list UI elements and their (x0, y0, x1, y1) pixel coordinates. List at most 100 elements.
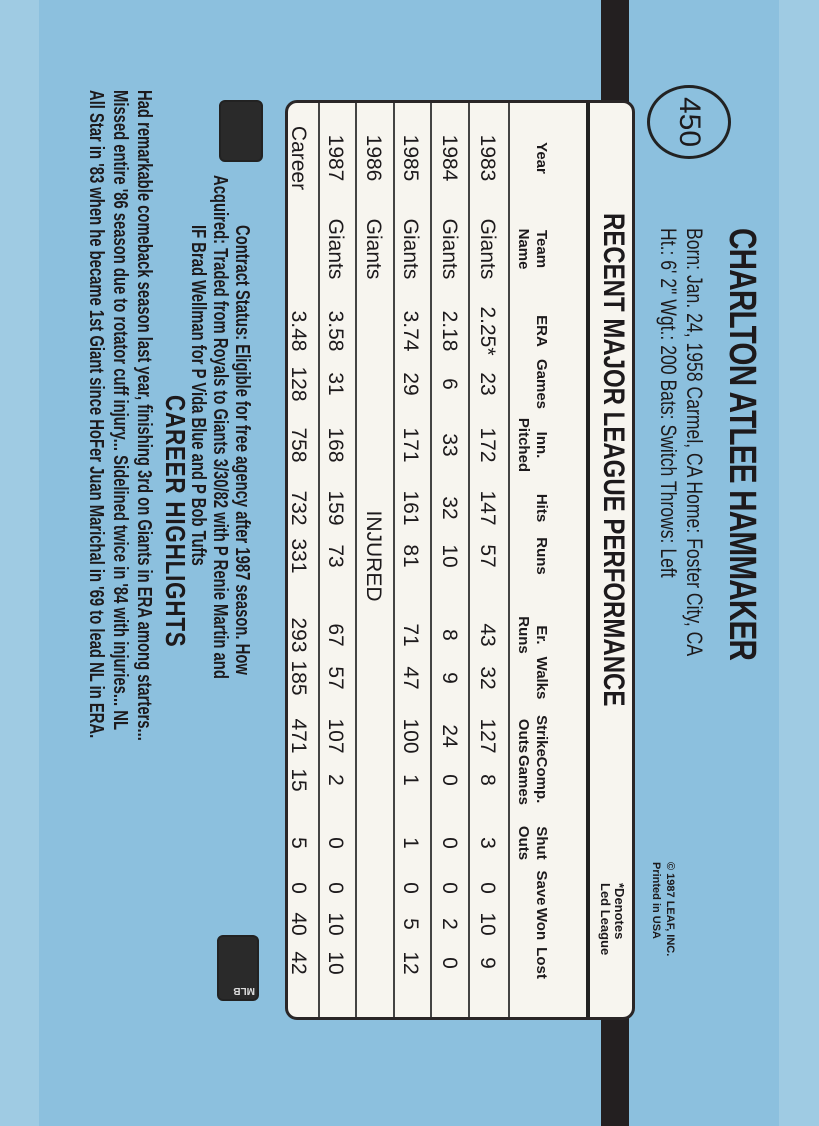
mlb-logo: MLB (217, 935, 259, 1001)
column-header: Er. Runs (515, 616, 550, 654)
table-cell: 24 (438, 724, 461, 748)
table-cell: 1987 (324, 134, 347, 182)
bio-line-1: Born: Jan. 24, 1958 Carmel, CA Home: Fos… (682, 228, 707, 657)
table-cell: 0 (438, 957, 461, 969)
bio-line-2: Ht.: 6' 2" Wgt.: 200 Bats: Switch Throws… (656, 228, 681, 578)
table-cell: 29 (399, 372, 422, 396)
table-cell: 23 (476, 372, 499, 396)
contract-line-1: Contract Status: Eligible for free agenc… (231, 225, 253, 675)
table-cell: 10 (476, 912, 499, 936)
table-cell: 293 (287, 617, 310, 653)
table-cell: 1985 (399, 134, 422, 182)
stats-table: RECENT MAJOR LEAGUE PERFORMANCE *Denotes… (285, 100, 635, 1020)
column-header: Year (533, 142, 550, 174)
table-cell: 33 (438, 433, 461, 457)
card-number: 450 (673, 96, 706, 148)
table-cell: 2 (438, 918, 461, 930)
table-cell: 0 (438, 774, 461, 786)
column-header: ERA (533, 315, 550, 347)
table-cell: 8 (476, 774, 499, 786)
column-header: Team Name (515, 228, 550, 270)
copyright-line-2: Printed in USA (650, 862, 662, 940)
table-cell: 331 (287, 538, 310, 574)
column-header: Save (533, 870, 550, 906)
table-cell: 128 (287, 366, 310, 402)
table-cell: 32 (476, 666, 499, 690)
column-header: Comp. Games (515, 754, 550, 806)
table-cell: 10 (324, 951, 347, 975)
table-cell: 0 (438, 882, 461, 894)
table-cell: 1 (399, 774, 422, 786)
table-cell: 3.48 (287, 310, 310, 352)
table-cell: 67 (324, 623, 347, 647)
table-cell: 2 (324, 774, 347, 786)
row-divider (393, 103, 395, 1017)
table-cell: INJURED (362, 510, 385, 602)
column-header: Won (533, 907, 550, 941)
row-divider (508, 103, 510, 1017)
table-cell: 57 (324, 666, 347, 690)
row-divider (318, 103, 320, 1017)
column-header: Strike Outs (515, 715, 550, 757)
table-cell: 3 (476, 837, 499, 849)
column-header: Walks (533, 656, 550, 700)
table-cell: 185 (287, 660, 310, 696)
table-cell: 0 (476, 882, 499, 894)
highlights-title: CAREER HIGHLIGHTS (160, 395, 191, 648)
stats-title: RECENT MAJOR LEAGUE PERFORMANCE (597, 213, 630, 707)
column-header: Hits (533, 493, 550, 523)
table-cell: 10 (438, 544, 461, 568)
card-number-baseball: 450 (647, 85, 731, 159)
table-cell: 471 (287, 718, 310, 754)
column-header: Shut Outs (515, 825, 550, 861)
table-cell: Giants (476, 218, 499, 280)
table-cell: Giants (438, 218, 461, 280)
table-cell: Giants (362, 218, 385, 280)
row-divider (468, 103, 470, 1017)
table-cell: 5 (287, 837, 310, 849)
table-cell: 32 (438, 496, 461, 520)
table-cell: 100 (399, 718, 422, 754)
table-cell: 3.58 (324, 310, 347, 352)
table-cell: 0 (438, 837, 461, 849)
table-cell: 2.18 (438, 310, 461, 352)
table-cell: 159 (324, 490, 347, 526)
table-cell: 10 (324, 912, 347, 936)
player-name: CHARLTON ATLEE HAMMAKER (721, 228, 763, 661)
table-cell: 73 (324, 544, 347, 568)
table-cell: 5 (399, 918, 422, 930)
table-cell: 81 (399, 544, 422, 568)
table-cell: 57 (476, 544, 499, 568)
table-cell: 1 (399, 837, 422, 849)
table-cell: 127 (476, 718, 499, 754)
table-cell: 6 (438, 378, 461, 390)
table-cell: 3.74 (399, 310, 422, 352)
mlbpa-logo (219, 100, 263, 162)
table-cell: Giants (399, 218, 422, 280)
table-cell: 168 (324, 427, 347, 463)
table-cell: 9 (476, 957, 499, 969)
column-header: Inn. Pitched (515, 417, 550, 473)
table-cell: Career (287, 125, 310, 191)
table-cell: 161 (399, 490, 422, 526)
card-edge (0, 0, 39, 1126)
table-cell: 0 (324, 837, 347, 849)
table-cell: 0 (324, 882, 347, 894)
table-cell: 40 (287, 912, 310, 936)
column-header: Lost (533, 947, 550, 979)
footnote: *Denotes Led League (598, 883, 627, 956)
table-cell: 12 (399, 951, 422, 975)
table-cell: 732 (287, 490, 310, 526)
table-cell: 0 (399, 882, 422, 894)
table-cell: 8 (438, 629, 461, 641)
table-cell: 42 (287, 951, 310, 975)
contract-line-2: Acquired: Traded from Royals to Giants 3… (209, 175, 231, 679)
table-cell: 71 (399, 623, 422, 647)
table-cell: 15 (287, 768, 310, 792)
row-divider (355, 103, 357, 1017)
copyright: © 1987 LEAF, INC. Printed in USA (649, 862, 677, 956)
table-cell: 171 (399, 427, 422, 463)
card-edge (779, 0, 819, 1126)
table-cell: 758 (287, 427, 310, 463)
